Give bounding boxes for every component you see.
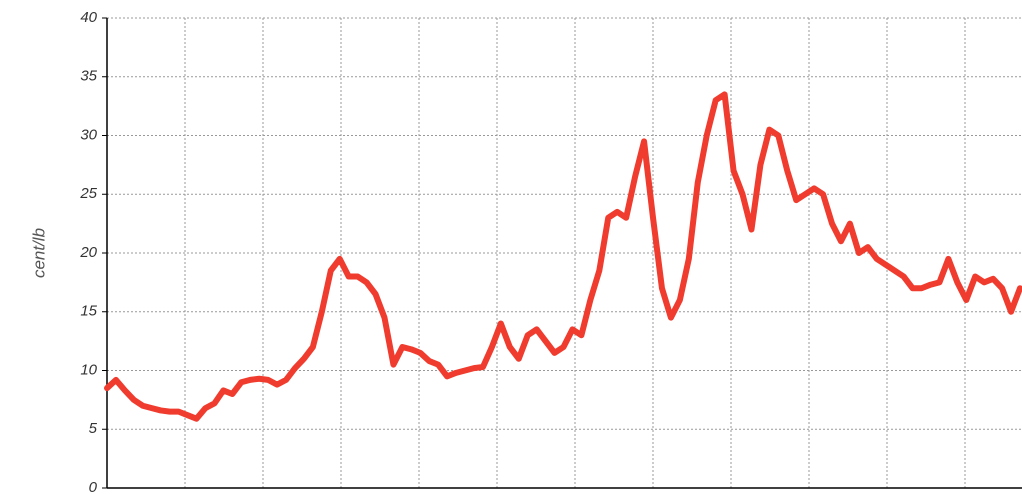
y-tick-label: 0 (89, 479, 98, 494)
y-tick-label: 10 (80, 361, 97, 378)
y-tick-label: 5 (89, 420, 98, 437)
y-tick-label: 40 (80, 9, 97, 26)
y-tick-label: 35 (80, 68, 97, 85)
y-axis-label: cent/lb (29, 228, 48, 278)
y-tick-label: 20 (79, 244, 97, 261)
y-tick-label: 25 (79, 185, 97, 202)
price-line (104, 91, 1022, 422)
y-tick-label: 30 (80, 126, 97, 143)
y-tick-label: 15 (80, 303, 97, 320)
